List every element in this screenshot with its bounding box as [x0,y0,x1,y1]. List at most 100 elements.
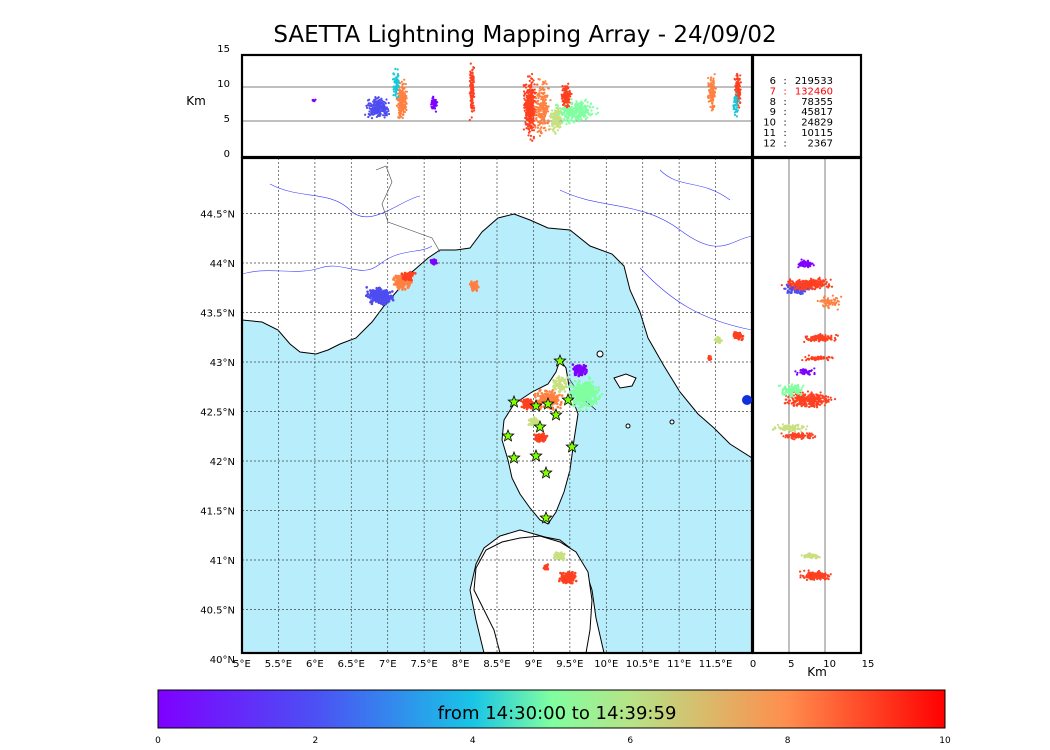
station-star-marker [529,448,543,462]
top-altitude-tick-label: 5 [224,114,230,125]
lightning-cluster [364,286,395,306]
colorbar-tick-label: 2 [313,736,319,746]
lightning-cluster [552,98,600,126]
lightning-cluster [430,95,439,113]
station-star-marker [539,465,553,479]
longitude-tick-label: 7°E [379,659,397,670]
latitude-tick-labels: 44.5°N 44°N 43.5°N 43°N 42.5°N 42°N 41.5°N 41°N… [200,210,235,667]
river-po [559,189,752,247]
lightning-cluster [780,431,817,441]
count-row: 9: 45817 [770,107,833,118]
lightning-cluster [391,67,400,99]
river-north-italy [659,169,731,201]
montecristo-island [625,423,631,429]
station-star-marker [553,353,567,367]
lightning-cluster [429,258,438,266]
station-star-marker [549,407,563,421]
longitude-tick-label: 5°E [233,659,251,670]
right-altitude-panel [751,156,863,655]
count-value: 219533 [795,76,833,87]
sea [242,213,752,653]
count-separator: : [783,118,786,129]
count-value: 78355 [801,97,833,108]
latitude-tick-label: 42.5°N [200,408,235,419]
lightning-cluster [801,354,834,362]
latitude-tick-label: 41.5°N [200,507,235,518]
count-row: 6:219533 [770,76,833,87]
lightning-cluster [548,106,563,135]
longitude-tick-label: 10°E [594,659,618,670]
sardinia-island [473,535,593,653]
elba-island [613,373,637,389]
lightning-cluster [732,330,745,342]
longitude-tick-label: 6°E [306,659,324,670]
station-star-marker [561,392,575,406]
latitude-tick-label: 44.5°N [200,210,235,221]
station-star-marker [507,450,521,464]
lightning-cluster [780,276,834,291]
lightning-cluster [732,92,740,118]
latitude-tick-label: 42°N [210,457,235,468]
station-star-marker [539,510,553,524]
longitude-tick-label: 6.5°E [338,659,365,670]
country-border [375,165,441,253]
giglio-island [669,419,675,425]
count-separator: : [783,128,786,139]
right-altitude-tick-label: 10 [823,659,836,670]
station-star-marker [501,428,515,442]
latitude-tick-label: 43°N [210,358,235,369]
count-row: 8: 78355 [770,97,833,108]
right-panel-frame [751,156,863,655]
count-level: 6 [770,76,776,87]
longitude-tick-label: 9.5°E [556,659,583,670]
lightning-cluster [558,570,578,585]
lightning-cluster [816,294,843,311]
lightning-cluster [565,376,604,412]
river-arno [639,267,752,331]
colorbar-ticks: 0 2 4 6 8 10 [155,736,951,746]
top-altitude-panel [240,53,754,159]
time-colorbar: from 14:30:00 to 14:39:59 0 2 4 6 8 10 [155,689,951,746]
count-value: 10115 [801,128,833,139]
count-separator: : [783,86,786,97]
colorbar-tick-label: 0 [155,736,161,746]
right-altitude-tick-label: 5 [788,659,794,670]
count-value: 2367 [808,138,833,149]
count-level: 10 [763,118,776,129]
lightning-cluster [468,62,476,122]
longitude-tick-label: 8°E [452,659,470,670]
count-level: 11 [763,128,776,139]
river-north [269,183,421,217]
lightning-cluster [713,335,723,345]
count-level: 12 [763,138,776,149]
longitude-tick-label: 9°E [525,659,543,670]
lightning-sources-top [311,62,742,142]
top-altitude-tick-label: 0 [224,149,230,160]
lightning-cluster [571,363,588,378]
lightning-cluster [771,423,809,433]
lightning-cluster [533,432,549,443]
count-value: 45817 [801,107,833,118]
lightning-cluster [364,95,391,120]
count-separator: : [783,97,786,108]
lightning-cluster [468,280,480,292]
top-altitude-unit: Km [186,94,206,108]
count-separator: : [783,76,786,87]
longitude-tick-label: 11.5°E [699,659,733,670]
colorbar-label: from 14:30:00 to 14:39:59 [438,703,677,724]
lightning-cluster [392,274,413,291]
count-row: 7:132460 [770,86,833,97]
top-altitude-tick-label: 10 [217,79,230,90]
lightning-cluster [552,551,566,562]
colorbar-tick-label: 8 [785,736,791,746]
lightning-cluster [311,98,317,103]
longitude-tick-label: 10.5°E [626,659,660,670]
latitude-tick-label: 40.5°N [200,606,235,617]
lma-stations [501,353,579,524]
longitude-tick-label: 5.5°E [265,659,292,670]
station-star-marker [529,398,543,412]
right-altitude-tick-label: 15 [862,659,875,670]
latitude-tick-label: 40°N [210,655,235,666]
colorbar-gradient [157,689,946,729]
